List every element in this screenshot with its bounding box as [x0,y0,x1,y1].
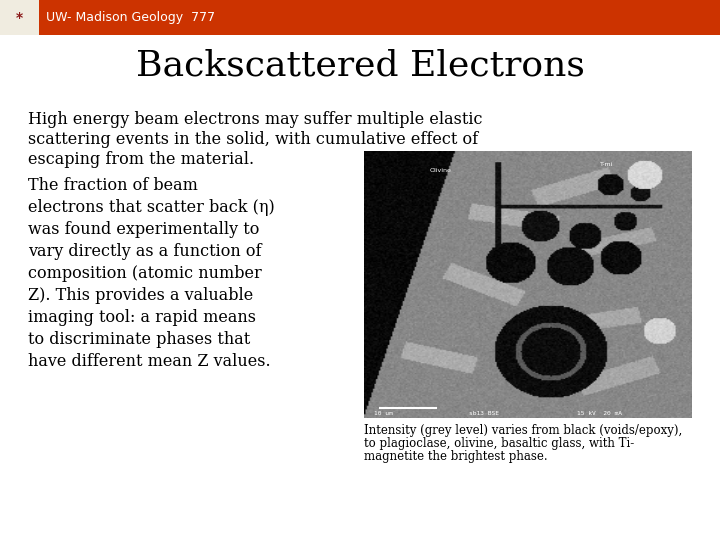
Text: The fraction of beam: The fraction of beam [28,177,198,193]
Text: sb13 BSE: sb13 BSE [469,411,499,416]
Text: 15 kV  20 mA: 15 kV 20 mA [577,411,622,416]
Text: escaping from the material.: escaping from the material. [28,152,254,168]
Text: scattering events in the solid, with cumulative effect of: scattering events in the solid, with cum… [28,132,478,148]
Text: Olivine: Olivine [430,168,451,173]
Text: Intensity (grey level) varies from black (voids/epoxy),: Intensity (grey level) varies from black… [364,424,682,437]
Text: Z). This provides a valuable: Z). This provides a valuable [28,287,253,303]
Text: vary directly as a function of: vary directly as a function of [28,242,261,260]
Text: to discriminate phases that: to discriminate phases that [28,330,251,348]
Text: to plagioclase, olivine, basaltic glass, with Ti-: to plagioclase, olivine, basaltic glass,… [364,437,634,450]
Text: T-mi: T-mi [600,163,613,167]
Bar [0,0,39,35]
Text: *: * [16,11,23,24]
Text: imaging tool: a rapid means: imaging tool: a rapid means [28,308,256,326]
Text: electrons that scatter back (η): electrons that scatter back (η) [28,199,275,215]
Text: High energy beam electrons may suffer multiple elastic: High energy beam electrons may suffer mu… [28,111,482,129]
Text: UW- Madison Geology  777: UW- Madison Geology 777 [45,11,215,24]
Bar [0,0,720,35]
Text: have different mean Z values.: have different mean Z values. [28,353,271,369]
Text: magnetite the brightest phase.: magnetite the brightest phase. [364,450,547,463]
Text: was found experimentally to: was found experimentally to [28,220,259,238]
Text: composition (atomic number: composition (atomic number [28,265,262,281]
Text: Backscattered Electrons: Backscattered Electrons [135,48,585,82]
Text: 10 um: 10 um [374,411,393,416]
